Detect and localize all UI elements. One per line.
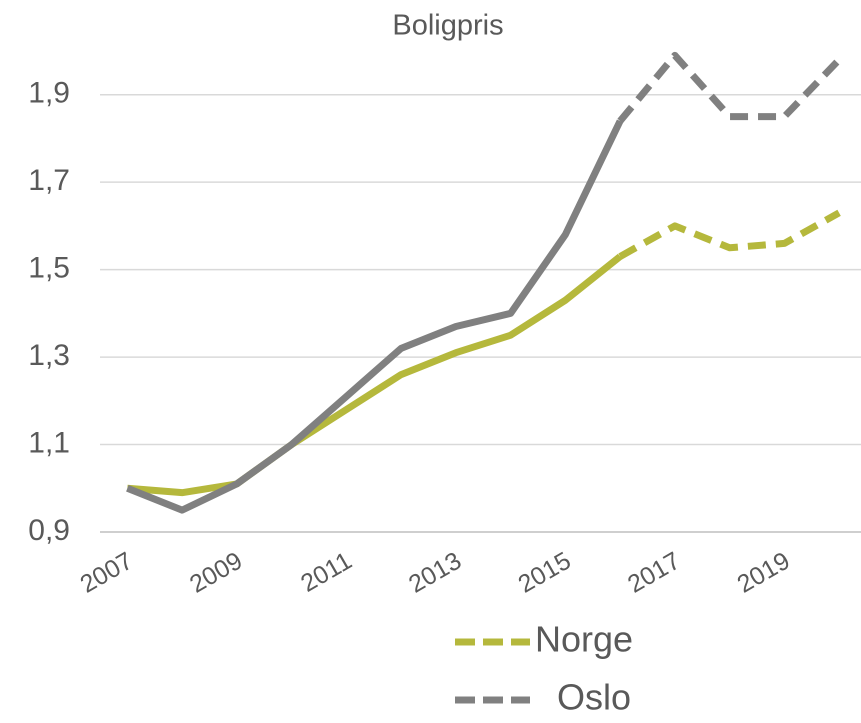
legend-label: Norge (535, 619, 633, 660)
y-tick-label: 1,9 (28, 77, 70, 110)
x-tick-label: 2011 (296, 547, 357, 598)
series-line (126, 119, 624, 514)
y-tick-label: 0,9 (28, 514, 70, 547)
series-line (127, 253, 623, 497)
x-tick-label: 2013 (404, 547, 466, 599)
series-line (617, 51, 842, 124)
y-tick-label: 1,7 (28, 164, 70, 197)
y-tick-label: 1,1 (28, 426, 70, 459)
x-tick-label: 2017 (623, 547, 685, 599)
chart-title: Boligpris (392, 10, 503, 42)
x-tick-label: 2009 (185, 547, 247, 599)
x-tick-label: 2007 (76, 547, 138, 599)
series-line (618, 209, 841, 260)
y-tick-label: 1,3 (28, 339, 70, 372)
x-tick-label: 2015 (513, 547, 575, 599)
x-tick-label: 2019 (732, 547, 794, 599)
legend-label: Oslo (557, 677, 631, 718)
y-tick-label: 1,5 (28, 252, 70, 285)
